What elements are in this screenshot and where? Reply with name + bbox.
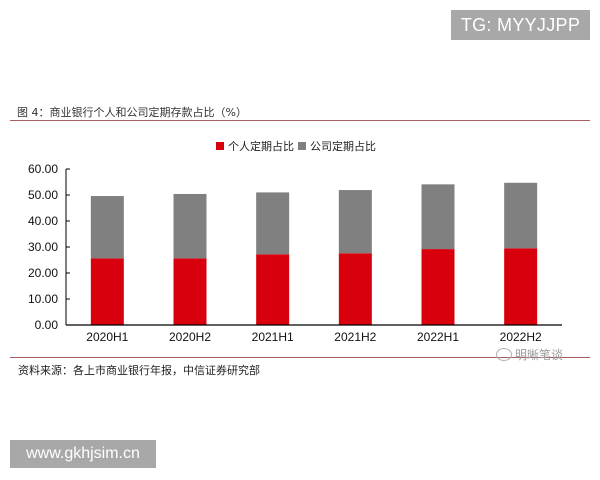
x-tick-label: 2021H1 xyxy=(252,330,294,344)
bar-personal xyxy=(338,253,372,325)
y-tick-label: 0.00 xyxy=(35,318,59,332)
bar-corporate xyxy=(338,190,372,254)
bars xyxy=(90,182,538,325)
bar-personal xyxy=(90,258,124,325)
x-tick-label: 2020H2 xyxy=(169,330,211,344)
watermark-top: TG: MYYJJPP xyxy=(451,10,590,40)
bar-personal xyxy=(504,248,538,325)
bar-personal xyxy=(421,249,455,325)
legend-swatch-personal xyxy=(216,142,224,150)
legend-label-personal: 个人定期占比 xyxy=(228,140,294,153)
wechat-watermark-text: 明晰笔谈 xyxy=(515,348,564,362)
x-tick-label: 2021H2 xyxy=(334,330,376,344)
figure-title: 图 4：商业银行个人和公司定期存款占比（%） xyxy=(17,106,247,119)
x-tick-label: 2022H1 xyxy=(417,330,459,344)
source-note: 资料来源：各上市商业银行年报，中信证券研究部 xyxy=(18,364,260,377)
wechat-watermark: 明晰笔谈 xyxy=(496,346,563,363)
bar-corporate xyxy=(421,184,455,250)
legend-item-personal: 个人定期占比 xyxy=(216,138,294,154)
watermark-bottom: www.gkhjsim.cn xyxy=(10,440,156,468)
bar-personal xyxy=(256,254,290,325)
source-rule xyxy=(10,357,590,358)
stacked-bar-chart: 0.00 10.00 20.00 30.00 40.00 50.00 60.00 2020H… xyxy=(28,162,562,344)
legend-swatch-corporate xyxy=(298,142,306,150)
chart-legend: 个人定期占比 公司定期占比 xyxy=(216,138,380,154)
title-rule xyxy=(10,120,590,121)
bar-corporate xyxy=(90,196,124,259)
bar-corporate xyxy=(504,182,538,249)
y-axis: 0.00 10.00 20.00 30.00 40.00 50.00 60.00 xyxy=(28,162,70,332)
bar-personal xyxy=(173,258,207,325)
y-tick-label: 30.00 xyxy=(28,240,58,254)
legend-item-corporate: 公司定期占比 xyxy=(298,138,376,154)
bar-corporate xyxy=(173,193,207,259)
x-tick-label: 2022H2 xyxy=(500,330,542,344)
legend-label-corporate: 公司定期占比 xyxy=(310,140,376,153)
y-tick-label: 40.00 xyxy=(28,214,58,228)
y-tick-label: 60.00 xyxy=(28,162,58,176)
wechat-icon xyxy=(496,348,512,361)
y-tick-label: 10.00 xyxy=(28,292,58,306)
x-tick-label: 2020H1 xyxy=(86,330,128,344)
y-tick-label: 50.00 xyxy=(28,188,58,202)
bar-corporate xyxy=(256,192,290,255)
x-axis: 2020H1 2020H2 2021H1 2021H2 2022H1 2022H2 xyxy=(66,324,562,344)
y-tick-label: 20.00 xyxy=(28,266,58,280)
